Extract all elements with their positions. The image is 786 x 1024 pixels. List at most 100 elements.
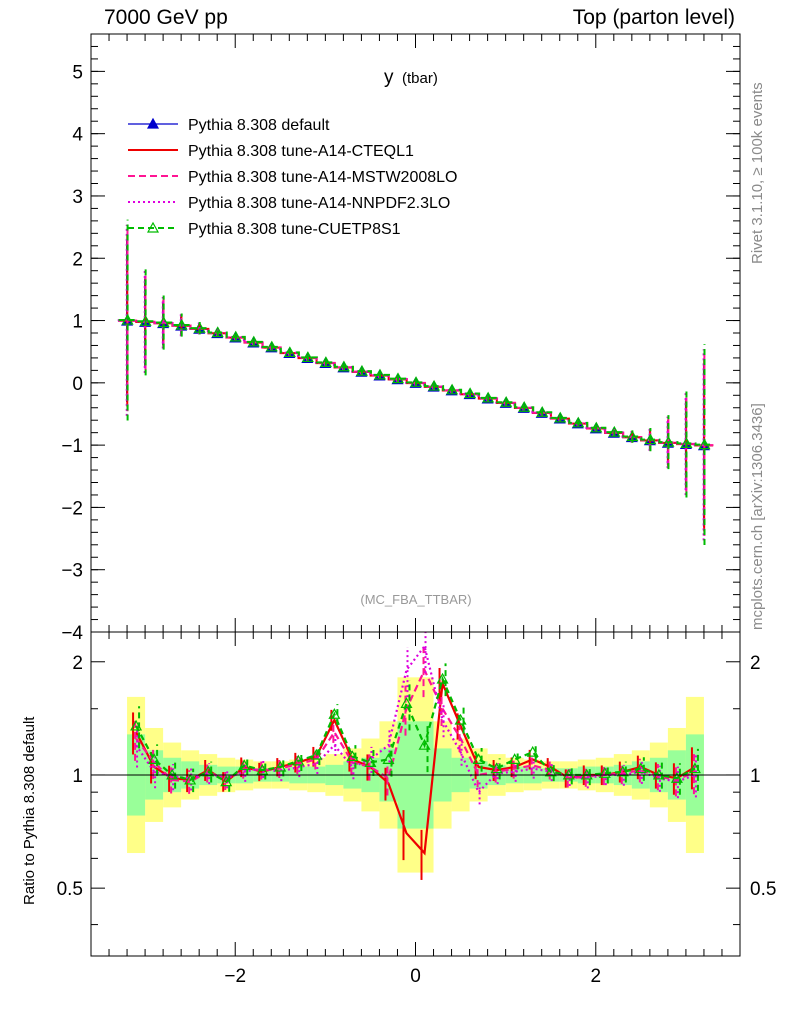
ratio-y-tick-label-right: 0.5 xyxy=(750,879,776,900)
ratio-data-group xyxy=(127,632,704,880)
marker-open-triangle xyxy=(121,313,134,325)
legend-marker xyxy=(146,117,160,129)
ratio-marker-open-triangle xyxy=(580,768,593,780)
y-tick-label: 1 xyxy=(72,312,83,333)
legend-label: Pythia 8.308 tune-A14-MSTW2008LO xyxy=(188,169,457,186)
y-tick-label: 2 xyxy=(72,249,83,270)
rivet-version-label: Rivet 3.1.10, ≥ 100k events xyxy=(749,82,766,264)
ratio-marker-open-triangle xyxy=(562,768,575,780)
ratio-marker-open-triangle xyxy=(616,765,629,777)
marker-open-triangle xyxy=(391,372,405,384)
top-data-group xyxy=(117,219,714,546)
marker-open-triangle xyxy=(211,326,224,338)
marker-open-triangle xyxy=(319,356,332,368)
marker-open-triangle xyxy=(698,438,711,450)
ratio-y-tick-label-right: 2 xyxy=(750,653,761,674)
legend-label: Pythia 8.308 tune-A14-NNPDF2.3LO xyxy=(188,195,450,212)
ratio-marker-open-triangle xyxy=(508,753,521,764)
marker-open-triangle xyxy=(301,351,314,363)
marker-open-triangle xyxy=(500,396,513,407)
marker-open-triangle xyxy=(482,391,495,403)
legend: Pythia 8.308 default Pythia 8.308 tune-A1… xyxy=(128,117,457,238)
ratio-marker-open-triangle xyxy=(418,738,431,750)
ratio-marker-open-triangle xyxy=(274,760,287,772)
ratio-marker-open-triangle xyxy=(238,759,251,771)
ratio-marker-open-triangle xyxy=(598,767,611,778)
ratio-marker-open-triangle xyxy=(436,672,449,684)
marker-open-triangle xyxy=(572,416,585,428)
marker-open-triangle xyxy=(229,330,242,342)
ratio-y-tick-label: 1 xyxy=(72,766,83,787)
marker-open-triangle xyxy=(464,387,477,399)
y-tick-label: 3 xyxy=(72,187,83,208)
marker-open-triangle xyxy=(175,318,188,330)
ratio-marker-open-triangle xyxy=(364,756,377,767)
x-tick-label: −2 xyxy=(224,966,246,987)
plot-title: y xyxy=(384,67,394,88)
marker-open-triangle xyxy=(157,316,170,328)
marker-open-triangle xyxy=(644,433,657,445)
ratio-marker-open-triangle xyxy=(310,748,323,760)
legend-label: Pythia 8.308 default xyxy=(188,117,330,134)
marker-open-triangle xyxy=(590,421,603,433)
y-tick-label: −3 xyxy=(61,561,83,582)
analysis-watermark: (MC_FBA_TTBAR) xyxy=(360,592,471,607)
ratio-marker-open-triangle xyxy=(544,765,557,777)
main-panel: −4 −3 −2 −1 0 1 2 3 4 5 xyxy=(61,33,741,644)
ratio-line xyxy=(135,675,696,783)
ratio-marker-open-triangle xyxy=(148,753,161,764)
ratio-marker-open-triangle xyxy=(256,763,269,775)
ratio-marker-open-triangle xyxy=(400,697,413,708)
marker-open-triangle xyxy=(554,411,567,423)
y-tick-label: 5 xyxy=(72,62,83,83)
legend-label: Pythia 8.308 tune-A14-CTEQL1 xyxy=(188,143,414,160)
ratio-marker-open-triangle xyxy=(454,713,467,725)
y-tick-label: 0 xyxy=(72,374,83,395)
ratio-marker-open-triangle xyxy=(328,708,341,719)
marker-open-triangle xyxy=(193,321,206,333)
ratio-marker-open-triangle xyxy=(166,768,179,780)
marker-open-triangle xyxy=(536,405,549,417)
y-tick-label: −2 xyxy=(61,498,83,519)
marker-open-triangle xyxy=(680,437,693,448)
legend-label: Pythia 8.308 tune-CUETP8S1 xyxy=(188,221,401,238)
ratio-marker-open-triangle xyxy=(526,745,539,757)
marker-open-triangle xyxy=(428,379,441,391)
ratio-y-tick-label-right: 1 xyxy=(750,766,761,787)
marker-open-triangle xyxy=(265,340,278,352)
marker-open-triangle xyxy=(626,430,639,442)
ratio-axis-label: Ratio to Pythia 8.308 default xyxy=(21,716,38,905)
ratio-marker-open-triangle xyxy=(220,775,233,787)
ratio-panel: 0.5 0.5 1 1 2 2 −2 0 2 xyxy=(57,631,776,987)
mcplots-credit-label: mcplots.cern.ch [arXiv:1306.3436] xyxy=(749,403,766,630)
marker-open-triangle xyxy=(247,335,260,347)
marker-open-triangle xyxy=(139,315,152,326)
ratio-marker-open-triangle xyxy=(490,762,503,774)
energy-header: 7000 GeV pp xyxy=(104,6,228,29)
process-header: Top (parton level) xyxy=(572,6,735,29)
y-tick-label: 4 xyxy=(72,125,83,146)
ratio-marker-open-triangle xyxy=(130,719,143,731)
marker-open-triangle xyxy=(410,376,423,387)
x-tick-label: 2 xyxy=(590,966,601,987)
marker-open-triangle xyxy=(355,364,368,376)
ratio-marker-open-triangle xyxy=(292,754,305,766)
ratio-y-tick-label: 2 xyxy=(72,653,83,674)
x-tick-label: 0 xyxy=(410,966,421,987)
marker-open-triangle xyxy=(518,401,531,412)
ratio-marker-open-triangle xyxy=(202,765,215,777)
marker-open-triangle xyxy=(608,425,621,437)
plot-title-suffix: (tbar) xyxy=(402,70,438,87)
series-line xyxy=(118,319,714,446)
marker-open-triangle xyxy=(283,346,296,358)
ratio-marker-open-triangle xyxy=(472,753,485,764)
ratio-marker-open-triangle xyxy=(688,762,701,774)
ratio-marker-open-triangle xyxy=(346,750,359,762)
y-tick-label: −1 xyxy=(61,436,83,457)
marker-open-triangle xyxy=(337,360,350,372)
ratio-marker-open-triangle xyxy=(382,753,395,764)
ratio-marker-open-triangle xyxy=(634,762,647,774)
marker-open-triangle xyxy=(446,383,459,395)
legend-marker xyxy=(146,221,160,233)
